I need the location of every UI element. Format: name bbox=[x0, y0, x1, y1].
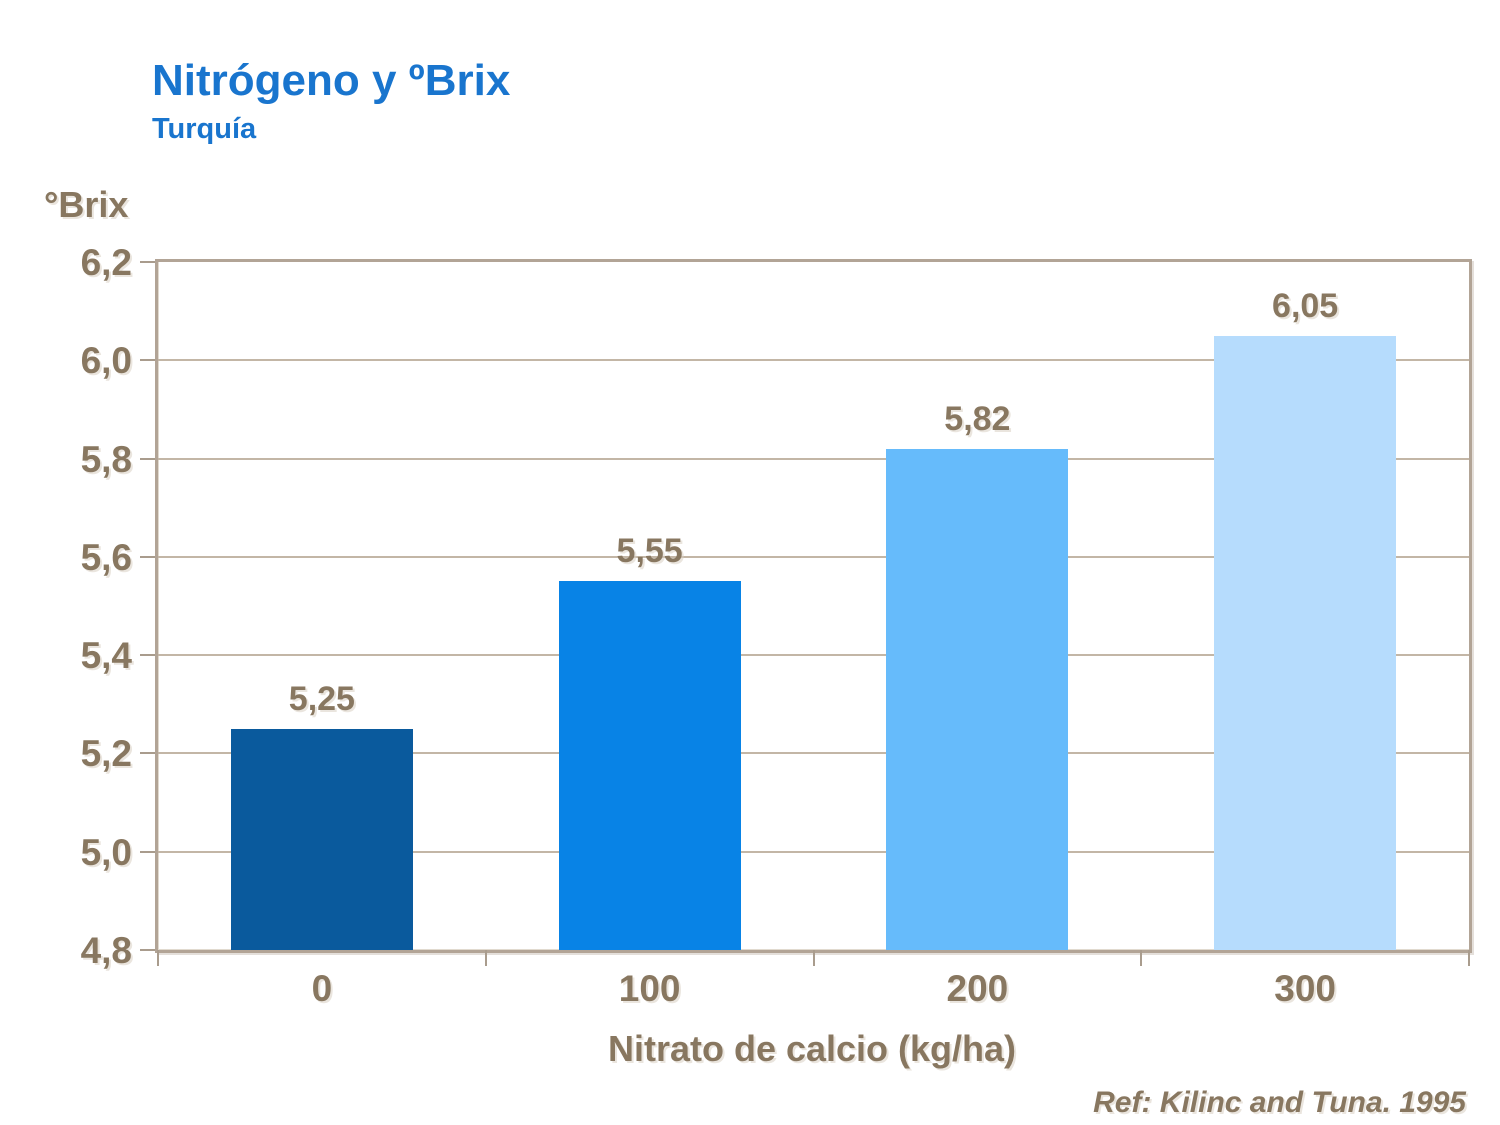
plot-area: 5,25 5,55 5,82 6,05 bbox=[155, 259, 1472, 953]
bar-100 bbox=[558, 581, 741, 950]
x-tick-label: 200 bbox=[946, 968, 1009, 1009]
y-tick-mark bbox=[140, 359, 155, 362]
gridline bbox=[158, 752, 1469, 755]
x-tick-mark bbox=[812, 950, 815, 966]
y-tick-label: 5,0 bbox=[80, 831, 132, 873]
y-tick-mark bbox=[140, 555, 155, 558]
gridline bbox=[158, 654, 1469, 657]
bar-300 bbox=[1214, 335, 1397, 950]
bar-value-label: 5,55 bbox=[616, 532, 683, 571]
y-tick-mark bbox=[140, 654, 155, 657]
bar-value-label: 5,25 bbox=[288, 679, 355, 718]
x-tick-label: 100 bbox=[618, 968, 681, 1009]
gridline bbox=[158, 457, 1469, 460]
y-axis-title: °Brix bbox=[44, 184, 129, 225]
y-tick-mark bbox=[140, 261, 155, 263]
bar-value-label: 5,82 bbox=[944, 399, 1011, 438]
bar-0 bbox=[230, 728, 413, 950]
y-tick-label: 5,8 bbox=[80, 438, 132, 480]
y-tick-mark bbox=[140, 949, 155, 951]
chart-title: Nitrógeno y ºBrix bbox=[152, 56, 511, 105]
gridline bbox=[158, 359, 1469, 362]
y-tick-label: 5,4 bbox=[80, 635, 132, 677]
bar-value-label: 6,05 bbox=[1272, 286, 1339, 325]
y-tick-label: 6,0 bbox=[80, 340, 132, 382]
y-tick-mark bbox=[140, 850, 155, 853]
y-tick-label: 4,8 bbox=[80, 930, 132, 971]
y-tick-mark bbox=[140, 752, 155, 755]
chart-subtitle: Turquía bbox=[152, 113, 257, 145]
x-tick-mark bbox=[484, 950, 487, 966]
x-tick-label: 0 bbox=[311, 968, 333, 1009]
gridline bbox=[158, 850, 1469, 853]
x-axis-title: Nitrato de calcio (kg/ha) bbox=[607, 1028, 1017, 1069]
bar-200 bbox=[886, 448, 1069, 950]
y-tick-mark bbox=[140, 457, 155, 460]
x-tick-label: 300 bbox=[1274, 968, 1336, 1009]
y-tick-label: 5,2 bbox=[80, 733, 132, 775]
y-tick-label: 6,2 bbox=[80, 242, 132, 283]
y-tick-label: 5,6 bbox=[80, 536, 132, 578]
x-tick-mark bbox=[1140, 950, 1143, 966]
gridline bbox=[158, 555, 1469, 558]
reference-note: Ref: Kilinc and Tuna. 1995 bbox=[1093, 1086, 1466, 1119]
x-tick-mark bbox=[1468, 950, 1470, 966]
x-tick-mark bbox=[157, 950, 159, 966]
